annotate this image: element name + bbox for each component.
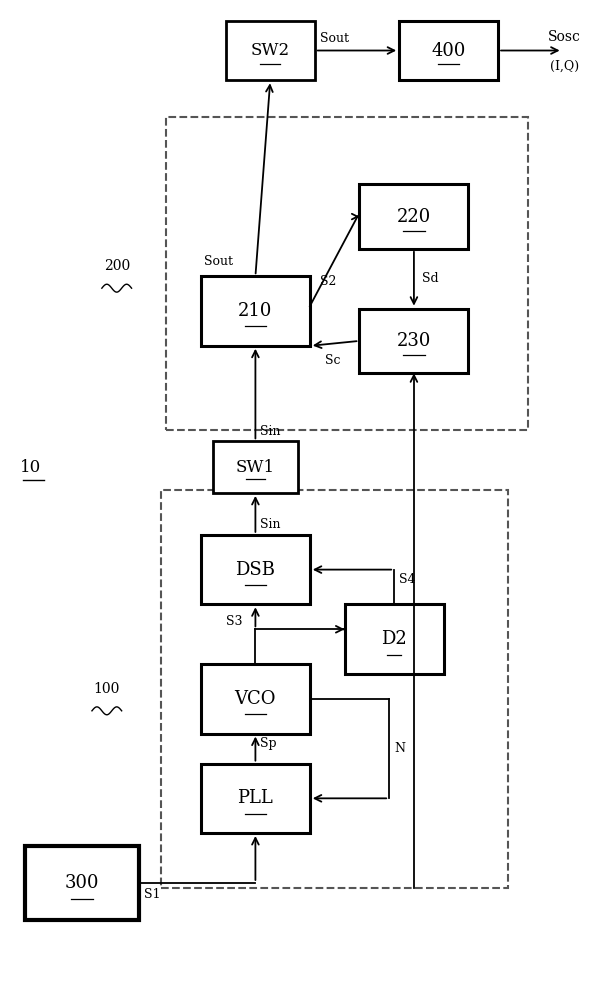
Bar [201,764,310,833]
Bar [201,664,310,734]
Text: S1: S1 [144,888,160,901]
Text: Sc: Sc [325,354,340,367]
Text: Sd: Sd [422,272,438,285]
Bar [344,604,444,674]
Text: S4: S4 [399,573,416,586]
Text: Sin: Sin [260,425,281,438]
Bar [359,184,468,249]
Text: 220: 220 [397,208,431,226]
Text: S3: S3 [225,615,242,628]
Text: Sosc: Sosc [548,30,581,44]
Bar [201,535,310,604]
Text: 10: 10 [20,459,41,476]
Text: Sout: Sout [204,255,233,268]
Text: N: N [394,742,405,755]
Text: SW1: SW1 [236,459,275,476]
Text: 400: 400 [431,42,466,60]
Text: 100: 100 [94,682,120,696]
Bar [213,441,298,493]
Text: 200: 200 [103,259,130,273]
Text: PLL: PLL [237,789,273,807]
Bar [25,846,139,920]
Bar [201,276,310,346]
Text: DSB: DSB [236,561,276,579]
Text: Sp: Sp [260,737,277,750]
Text: Sout: Sout [320,32,349,45]
Text: (I,Q): (I,Q) [550,60,579,73]
Text: VCO: VCO [234,690,276,708]
Bar [161,490,508,888]
Text: D2: D2 [382,630,407,648]
Text: SW2: SW2 [251,42,290,59]
Text: 210: 210 [238,302,273,320]
Text: 230: 230 [396,332,431,350]
Bar [359,309,468,373]
Text: 300: 300 [65,874,99,892]
Text: Sin: Sin [260,518,281,531]
Bar [225,21,315,80]
Bar [166,117,528,430]
Bar [399,21,498,80]
Text: S2: S2 [320,275,336,288]
